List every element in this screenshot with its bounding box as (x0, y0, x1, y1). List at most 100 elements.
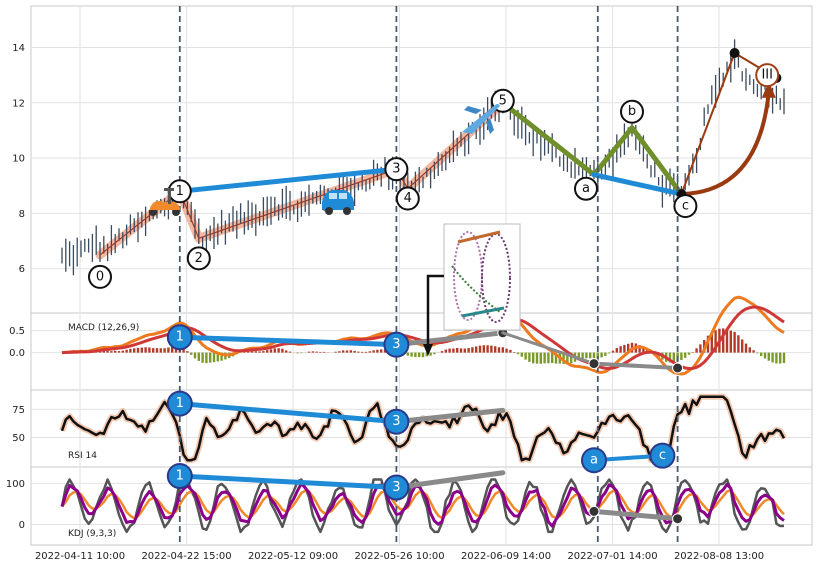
macd-histogram-bar (627, 343, 630, 353)
kdj-pivot-dot (672, 513, 684, 525)
macd-histogram-bar (767, 352, 770, 361)
car-icon (322, 190, 354, 215)
wave-label: 0 (96, 269, 104, 284)
wave-label: c (682, 199, 689, 214)
kdj-gray-line (393, 470, 506, 491)
macd-histogram-bar (421, 352, 425, 358)
correction-wave (629, 125, 684, 197)
macd-marker-label: 1 (176, 330, 184, 345)
rsi-marker-label: 1 (176, 396, 184, 411)
macd-histogram-bar (456, 348, 459, 353)
macd-pivot-dot (672, 362, 684, 374)
macd-marker-label: 3 (392, 337, 400, 352)
macd-histogram-bar (748, 347, 751, 353)
macd-histogram-bar (205, 352, 208, 364)
macd-histogram-bar (741, 339, 744, 353)
y-tick-label: 8 (19, 209, 25, 220)
macd-histogram-bar (775, 352, 778, 364)
macd-histogram-bar (623, 344, 626, 353)
macd-histogram-bar (148, 347, 151, 353)
macd-histogram-bar (444, 349, 447, 353)
macd-histogram-bar (334, 351, 337, 353)
macd-histogram-bar (725, 329, 729, 353)
y-tick-label: 50 (12, 433, 25, 444)
macd-histogram-bar (254, 351, 257, 353)
macd-histogram-bar (585, 352, 588, 359)
macd-histogram-bar (243, 351, 246, 353)
macd-histogram-bar (516, 352, 520, 355)
panel-label-macd: MACD (12,26,9) (68, 323, 139, 333)
projection-line (680, 52, 736, 196)
wave-label: 2 (195, 251, 203, 266)
macd-histogram-bar (163, 348, 166, 353)
macd-marker-circle (383, 331, 410, 358)
macd-gray-line (501, 331, 596, 366)
macd-histogram-bar (722, 328, 725, 353)
macd-histogram-bar (520, 352, 523, 357)
inset-diagram (443, 223, 521, 331)
wave-label-circle (395, 186, 420, 211)
macd-histogram-bar (672, 352, 675, 363)
macd-histogram-bar (452, 348, 455, 353)
macd-histogram-bar (425, 352, 428, 357)
macd-histogram-bar (418, 352, 421, 358)
macd-histogram-bar (547, 352, 550, 364)
macd-histogram-bar (429, 352, 432, 356)
panel-label-rsi: RSI 14 (68, 451, 97, 461)
macd-histogram-bar (482, 345, 485, 353)
macd-line (61, 295, 785, 376)
kdj-marker-label: 1 (176, 469, 184, 484)
correction-wave (591, 125, 635, 178)
wave-label-circle (755, 63, 780, 88)
macd-histogram-bar (247, 351, 250, 353)
macd-histogram-bar (737, 335, 740, 353)
rsi-trend-line (177, 401, 399, 425)
wave-label-circle (88, 264, 112, 289)
macd-histogram-bar (501, 347, 504, 353)
macd-histogram-bar (505, 348, 508, 353)
macd-histogram-bar (475, 346, 478, 353)
macd-histogram-bar (433, 352, 436, 355)
macd-histogram-bar (110, 351, 113, 353)
macd-histogram-bar (368, 351, 371, 353)
macd-histogram-bar (528, 352, 531, 362)
macd-histogram-bar (129, 348, 132, 353)
macd-histogram-bar (581, 352, 584, 360)
kdj-pivot-dot (588, 505, 600, 517)
macd-histogram-bar (543, 352, 546, 364)
macd-histogram-bar (638, 345, 641, 353)
macd-histogram-bar (668, 352, 672, 363)
macd-histogram-bar (509, 349, 512, 353)
y-tick-label: 100 (6, 479, 25, 490)
macd-histogram-bar (684, 352, 687, 358)
y-tick-label: 75 (12, 405, 25, 416)
wave-label: 4 (404, 191, 412, 206)
macd-histogram-bar (729, 330, 732, 353)
macd-histogram-bar (197, 352, 200, 361)
y-tick-label: 10 (12, 154, 25, 165)
macd-histogram-bar (744, 343, 748, 353)
macd-histogram-bar (615, 347, 618, 353)
macd-histogram-bar (467, 348, 470, 353)
wave-label: a (582, 181, 590, 196)
macd-histogram-bar (201, 352, 204, 363)
airplane-icon (462, 104, 500, 134)
macd-histogram-bar (463, 348, 466, 353)
x-tick-label: 2022-07-01 14:00 (567, 551, 657, 562)
macd-histogram-bar (281, 348, 284, 353)
impulse-wave-line (99, 190, 181, 256)
macd-histogram-bar (642, 346, 645, 353)
macd-histogram-bar (535, 352, 539, 364)
macd-histogram-bar (364, 351, 368, 353)
macd-histogram-bar (311, 351, 314, 353)
kdj-trend-line (177, 473, 399, 491)
macd-histogram-bar (532, 352, 535, 364)
macd-histogram-bar (486, 345, 489, 353)
trend-line (591, 172, 684, 197)
macd-histogram-bar (102, 350, 105, 353)
macd-histogram-bar (494, 346, 497, 353)
wave-label: III (761, 68, 773, 83)
y-tick-label: 12 (12, 98, 25, 109)
macd-histogram-bar (152, 348, 155, 353)
macd-histogram-bar (296, 352, 299, 354)
